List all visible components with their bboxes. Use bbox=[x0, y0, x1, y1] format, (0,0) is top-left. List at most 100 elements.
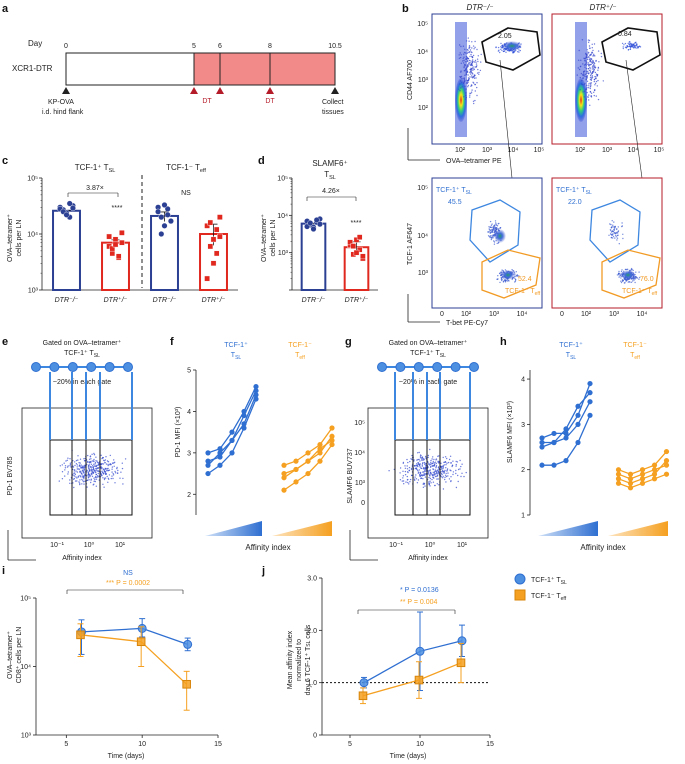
event-dot bbox=[489, 236, 491, 239]
event-dot bbox=[108, 469, 110, 472]
event-dot bbox=[91, 460, 94, 462]
event-dot bbox=[589, 66, 591, 69]
event-dot bbox=[622, 279, 624, 282]
event-dot bbox=[621, 269, 623, 271]
event-dot bbox=[591, 77, 593, 80]
event-dot bbox=[621, 42, 624, 45]
event-dot bbox=[499, 51, 501, 54]
event-dot bbox=[67, 465, 69, 467]
data-point bbox=[217, 214, 223, 220]
event-dot bbox=[93, 454, 96, 456]
event-dot bbox=[78, 468, 81, 470]
event-dot bbox=[504, 281, 507, 283]
event-dot bbox=[455, 469, 457, 472]
event-dot bbox=[589, 76, 592, 79]
panel-h: h TCF-1⁺ TSL TCF-1⁻ Teff SLAMF6 MFI (×10… bbox=[500, 336, 670, 552]
event-dot bbox=[93, 463, 95, 465]
event-dot bbox=[73, 470, 76, 472]
event-dot bbox=[413, 465, 416, 467]
event-dot bbox=[88, 468, 90, 470]
event-dot bbox=[432, 468, 434, 470]
dt-arrow-icon bbox=[216, 87, 224, 94]
event-dot bbox=[424, 467, 427, 469]
data-point bbox=[213, 250, 220, 257]
event-dot bbox=[458, 57, 461, 59]
event-dot bbox=[83, 483, 85, 485]
event-dot bbox=[469, 49, 472, 51]
event-dot bbox=[468, 51, 471, 53]
legend-tsl: TCF-1⁺ TSL bbox=[531, 576, 567, 586]
event-dot bbox=[450, 476, 452, 478]
event-dot bbox=[472, 60, 474, 63]
event-dot bbox=[96, 460, 98, 462]
ns-label: NS bbox=[123, 570, 133, 577]
event-dot bbox=[406, 475, 408, 478]
event-dot bbox=[631, 45, 633, 47]
data-point bbox=[414, 675, 424, 685]
g-xlabel: Affinity index bbox=[408, 555, 448, 562]
event-dot bbox=[406, 468, 409, 470]
event-dot bbox=[475, 77, 477, 79]
data-point bbox=[76, 630, 85, 640]
event-dot bbox=[467, 86, 469, 88]
gate-title-1: Gated on OVA–tetramer⁺ bbox=[43, 339, 122, 347]
event-dot bbox=[402, 475, 405, 477]
tick-top-y: 10³ bbox=[418, 77, 429, 84]
event-dot bbox=[106, 475, 108, 478]
day-0: 0 bbox=[64, 43, 68, 50]
event-dot bbox=[81, 472, 83, 475]
event-dot bbox=[429, 469, 431, 472]
x-tick-label: 15 bbox=[214, 741, 222, 748]
event-dot bbox=[464, 74, 466, 77]
legend-tsl: TCF-1⁺ bbox=[224, 341, 248, 349]
event-dot bbox=[591, 76, 594, 79]
event-dot bbox=[106, 467, 108, 470]
event-dot bbox=[494, 230, 496, 232]
event-dot bbox=[75, 463, 78, 465]
data-point bbox=[241, 421, 247, 427]
event-dot bbox=[69, 462, 72, 464]
event-dot bbox=[460, 87, 462, 89]
panel-e-label: e bbox=[2, 336, 8, 348]
event-dot bbox=[634, 42, 636, 44]
event-dot bbox=[459, 468, 461, 470]
event-dot bbox=[433, 462, 435, 464]
event-dot bbox=[597, 79, 599, 82]
event-dot bbox=[600, 52, 602, 55]
event-dot bbox=[77, 468, 80, 470]
event-dot bbox=[474, 46, 476, 49]
event-dot bbox=[490, 237, 493, 239]
data-point bbox=[205, 470, 211, 477]
bottom-xlabel: T-bet PE-Cy7 bbox=[446, 320, 488, 327]
event-dot bbox=[424, 470, 426, 472]
event-dot bbox=[474, 99, 476, 102]
event-dot bbox=[467, 51, 469, 53]
event-dot bbox=[408, 483, 410, 485]
event-dot bbox=[461, 472, 463, 474]
data-point bbox=[161, 201, 168, 208]
event-dot bbox=[584, 73, 587, 76]
event-dot bbox=[83, 472, 85, 474]
event-dot bbox=[595, 95, 597, 97]
event-dot bbox=[422, 478, 424, 480]
event-dot bbox=[586, 58, 589, 61]
data-point bbox=[587, 399, 593, 405]
panel-g: g Gated on OVA–tetramer⁺ TCF-1⁺ TSL ~20%… bbox=[345, 336, 489, 562]
event-dot bbox=[450, 462, 452, 464]
event-dot bbox=[449, 455, 452, 457]
gate-node-icon bbox=[67, 362, 78, 372]
event-dot bbox=[580, 72, 583, 75]
event-dot bbox=[105, 473, 108, 475]
event-dot bbox=[409, 460, 411, 463]
event-dot bbox=[477, 60, 479, 63]
event-dot bbox=[593, 66, 595, 69]
event-dot bbox=[107, 464, 109, 467]
x-category-label: DTR⁺/⁻ bbox=[345, 296, 369, 304]
event-dot bbox=[435, 458, 438, 460]
event-dot bbox=[635, 275, 637, 278]
event-dot bbox=[465, 40, 468, 42]
event-dot bbox=[411, 454, 413, 457]
event-dot bbox=[430, 461, 432, 464]
event-dot bbox=[588, 55, 591, 57]
gate-node-icon bbox=[450, 362, 461, 372]
